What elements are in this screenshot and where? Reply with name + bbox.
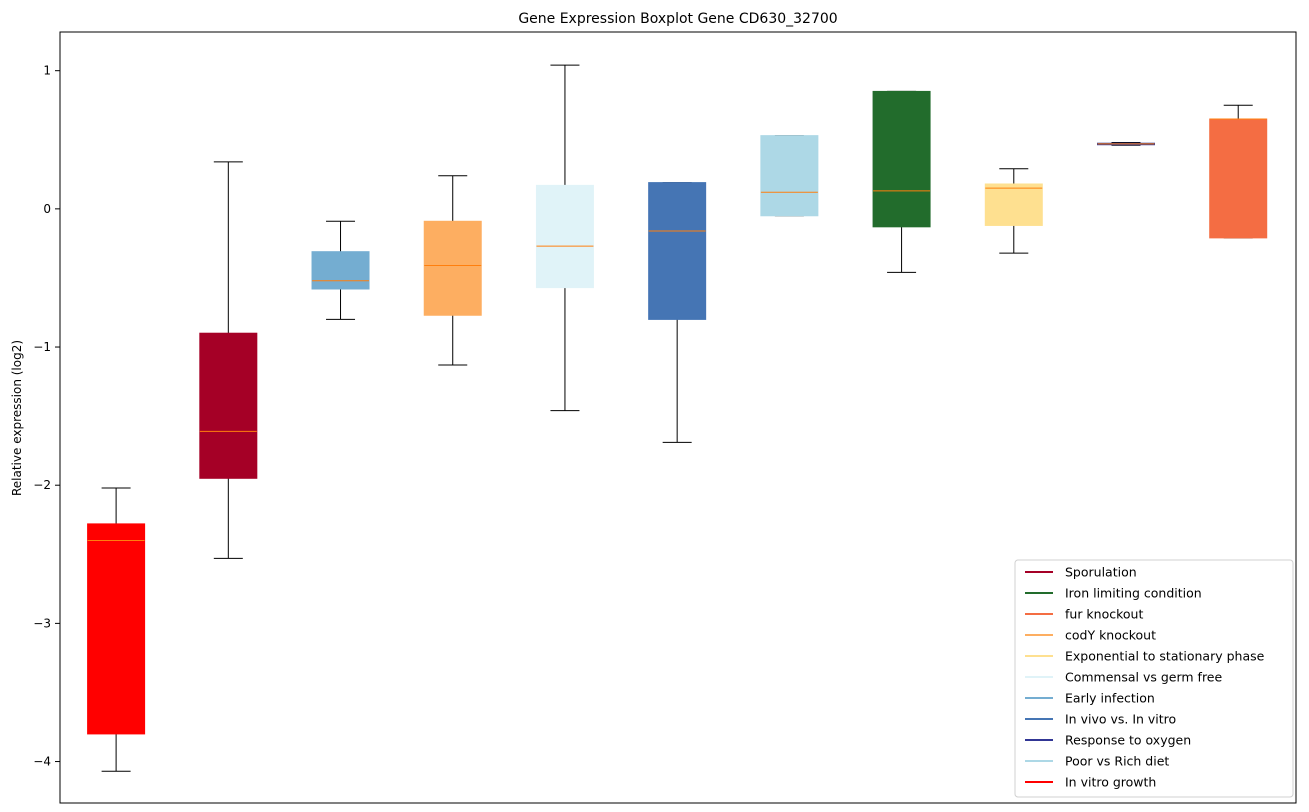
box-iron-limiting-condition	[872, 90, 931, 273]
box-body	[423, 220, 482, 316]
box-body	[87, 523, 146, 735]
box-early-infection	[311, 220, 370, 320]
box-commensal-vs-germ-free	[535, 64, 594, 412]
y-tick-label: −4	[33, 755, 51, 769]
legend-box	[1014, 559, 1294, 798]
legend-label: codY knockout	[1065, 628, 1156, 643]
y-axis: 1 0 −1 −2 −3 −4	[33, 64, 60, 769]
y-axis-label: Relative expression (log2)	[10, 340, 24, 496]
box-response-to-oxygen	[1097, 142, 1156, 146]
plot-area-frame	[59, 31, 1297, 804]
legend: Sporulation Iron limiting condition fur kn…	[1014, 559, 1294, 798]
legend-label: Iron limiting condition	[1065, 586, 1202, 601]
y-tick-label: −1	[33, 340, 51, 354]
box-body	[535, 184, 594, 289]
box-poor-vs-rich-diet	[760, 135, 819, 217]
box-body	[872, 90, 931, 228]
y-tick-label: −3	[33, 616, 51, 630]
box-in-vivo-vs-in-vitro	[648, 182, 707, 443]
box-body	[311, 251, 370, 290]
y-tick-label: 1	[43, 64, 51, 78]
box-body	[648, 182, 707, 320]
box-fur-knockout	[1209, 104, 1268, 239]
legend-label: Early infection	[1065, 691, 1155, 706]
legend-label: In vivo vs. In vitro	[1065, 712, 1176, 727]
y-tick-label: −2	[33, 478, 51, 492]
box-body	[760, 135, 819, 217]
boxes-group	[87, 64, 1268, 772]
legend-label: Response to oxygen	[1065, 733, 1191, 748]
legend-label: Exponential to stationary phase	[1065, 649, 1265, 664]
legend-label: In vitro growth	[1065, 775, 1156, 790]
box-cody-knockout	[423, 175, 482, 366]
legend-label: Poor vs Rich diet	[1065, 754, 1169, 769]
box-body	[984, 183, 1043, 226]
box-in-vitro-growth	[87, 487, 146, 772]
box-body	[199, 332, 258, 479]
legend-label: Sporulation	[1065, 565, 1137, 580]
box-exponential-to-stationary-phase	[984, 168, 1043, 254]
legend-label: fur knockout	[1065, 607, 1143, 622]
box-sporulation	[199, 161, 258, 559]
chart-title: Gene Expression Boxplot Gene CD630_32700	[518, 11, 837, 27]
y-tick-label: 0	[43, 202, 51, 216]
legend-label: Commensal vs germ free	[1065, 670, 1222, 685]
box-body	[1209, 118, 1268, 239]
